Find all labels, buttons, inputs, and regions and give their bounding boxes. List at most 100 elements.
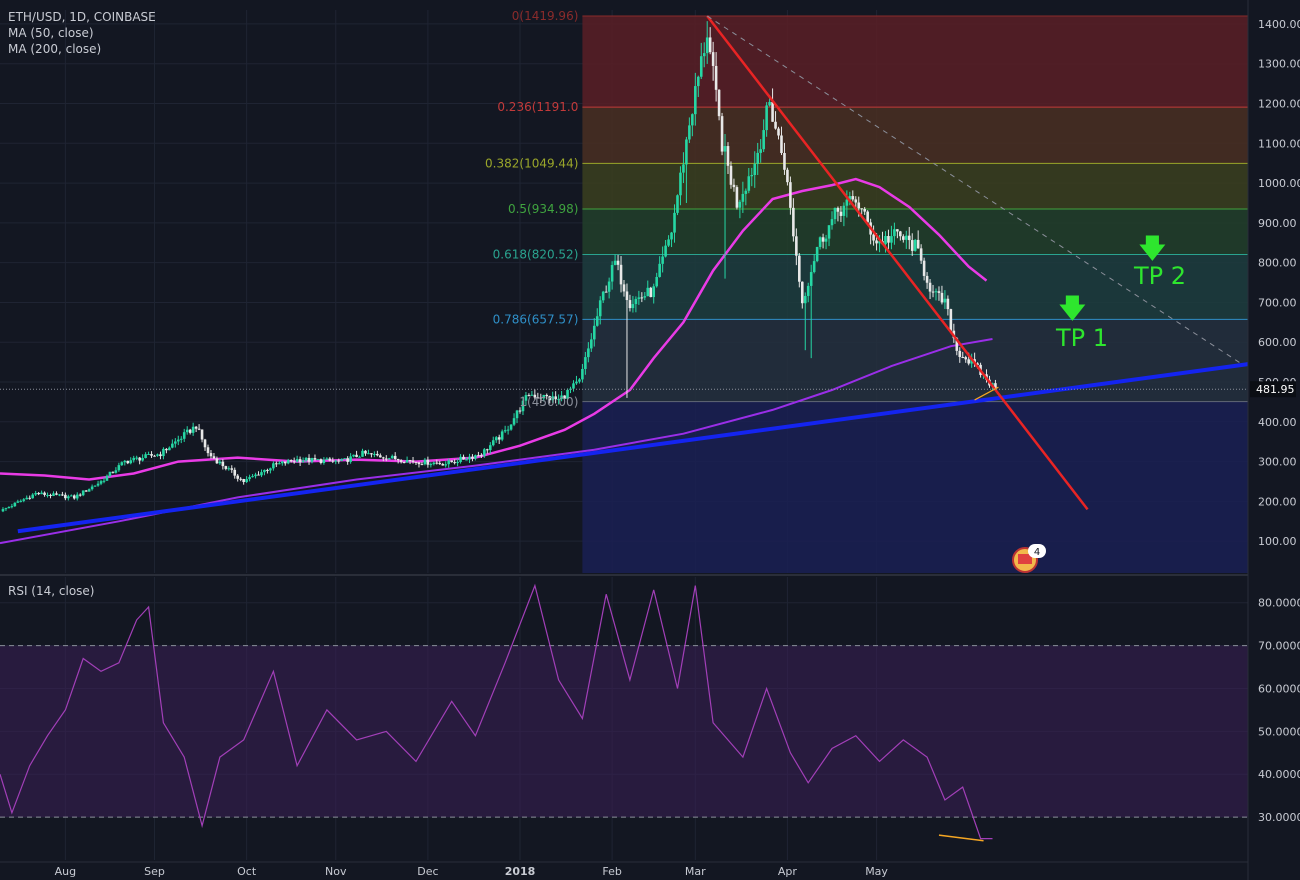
candle-bull (483, 449, 486, 456)
candle-bear (720, 116, 724, 152)
candle-bear (471, 456, 474, 459)
candle-bull (102, 480, 106, 482)
candle-bull (25, 497, 29, 500)
candle-bear (875, 240, 878, 244)
candle-bull (176, 439, 180, 442)
candle-bull (572, 383, 575, 389)
price-divergence-line (974, 386, 999, 401)
time-tick-label: Sep (144, 865, 165, 878)
candle-bull (488, 445, 492, 451)
candle-bull (248, 477, 251, 480)
candle-bear (230, 468, 234, 470)
fib-label: 0.5(934.98) (508, 202, 578, 216)
candle-bear (328, 458, 332, 461)
candle-bull (551, 396, 554, 401)
support-trendline (17, 362, 1249, 534)
candle-bear (111, 471, 115, 473)
candle-bear (708, 37, 712, 53)
candle-bear (539, 397, 543, 399)
candle-bull (494, 437, 498, 441)
candle-bear (283, 461, 287, 464)
candle-bull (322, 459, 326, 464)
candle-bull (673, 212, 676, 233)
candle-bear (976, 363, 979, 365)
candle-bear (441, 464, 445, 466)
candle-bear (907, 235, 911, 241)
ma50-label[interactable]: MA (50, close) (8, 26, 94, 40)
candle-bull (631, 304, 635, 309)
candle-bull (634, 298, 638, 305)
candle-bear (393, 455, 397, 459)
rsi-band-fill (0, 645, 1248, 818)
candle-bear (399, 460, 403, 463)
legend: ETH/USD, 1D, COINBASE MA (50, close) MA … (8, 9, 156, 57)
candle-bull (661, 256, 664, 264)
candle-bear (839, 211, 843, 216)
candle-bull (390, 455, 394, 459)
candle-bull (560, 395, 563, 399)
overlay: 4 (1012, 544, 1046, 573)
candle-bull (1, 509, 5, 512)
ma50-line (0, 177, 988, 481)
candle-bull (70, 495, 73, 497)
candle-bull (595, 316, 599, 326)
candle-bear (771, 101, 774, 122)
candle-bear (783, 152, 786, 170)
candle-bear (84, 490, 88, 492)
candle-bear (625, 291, 629, 301)
candle-bear (453, 462, 456, 464)
candle-bear (417, 462, 421, 465)
candle-bear (221, 461, 225, 467)
candle-bull (509, 424, 513, 430)
candle-bull (512, 418, 516, 425)
ma200-label[interactable]: MA (200, close) (8, 42, 102, 56)
candle-bear (795, 236, 798, 256)
candle-bear (729, 165, 733, 185)
candle-bull (295, 459, 299, 462)
symbol-label[interactable]: ETH/USD, 1D, COINBASE (8, 10, 156, 24)
candle-bear (215, 458, 219, 464)
rsi-path (0, 583, 993, 840)
candle-bear (408, 460, 412, 462)
candle-bull (22, 499, 26, 501)
candle-bull (340, 459, 344, 461)
candle-bull (691, 114, 694, 126)
candle-bull (833, 207, 837, 220)
candle-bear (896, 229, 899, 232)
tp1-label[interactable]: TP 1 (1056, 324, 1109, 352)
candle-bull (607, 281, 611, 292)
candle-bear (402, 462, 406, 464)
candle-bull (269, 468, 272, 471)
candle-bull (4, 508, 8, 510)
candle-bear (209, 453, 213, 457)
candle-bull (750, 174, 754, 177)
price-tick-label: 1000.00 (1258, 177, 1300, 190)
candle-bear (640, 297, 644, 299)
candle-bull (123, 460, 127, 463)
price-tick-label: 100.00 (1258, 535, 1297, 548)
trendlines[interactable] (17, 15, 1249, 534)
candle-bull (747, 176, 751, 191)
event-count-badge (1028, 544, 1046, 558)
candle-bear (126, 460, 130, 464)
candle-bear (955, 338, 959, 351)
candle-bull (114, 470, 118, 473)
ma200-path (0, 338, 993, 545)
tp2-label[interactable]: TP 2 (1134, 262, 1187, 290)
candle-bull (387, 458, 391, 460)
tp2-arrow-icon: 🡇 (1139, 234, 1166, 264)
candle-bear (533, 394, 537, 398)
price-tick-label: 1100.00 (1258, 137, 1300, 150)
candle-bear (786, 169, 789, 183)
candle-bear (735, 187, 739, 208)
candle-bull (765, 105, 768, 131)
fibonacci-retracement[interactable] (582, 15, 1248, 403)
candle-bull (13, 502, 17, 507)
rsi-label[interactable]: RSI (14, close) (8, 584, 95, 598)
candle-bear (233, 469, 237, 476)
candle-bull (171, 443, 174, 448)
candle-bull (316, 459, 320, 461)
candle-bull (566, 389, 569, 399)
price-tick-label: 1200.00 (1258, 98, 1300, 111)
candle-bear (165, 448, 168, 451)
